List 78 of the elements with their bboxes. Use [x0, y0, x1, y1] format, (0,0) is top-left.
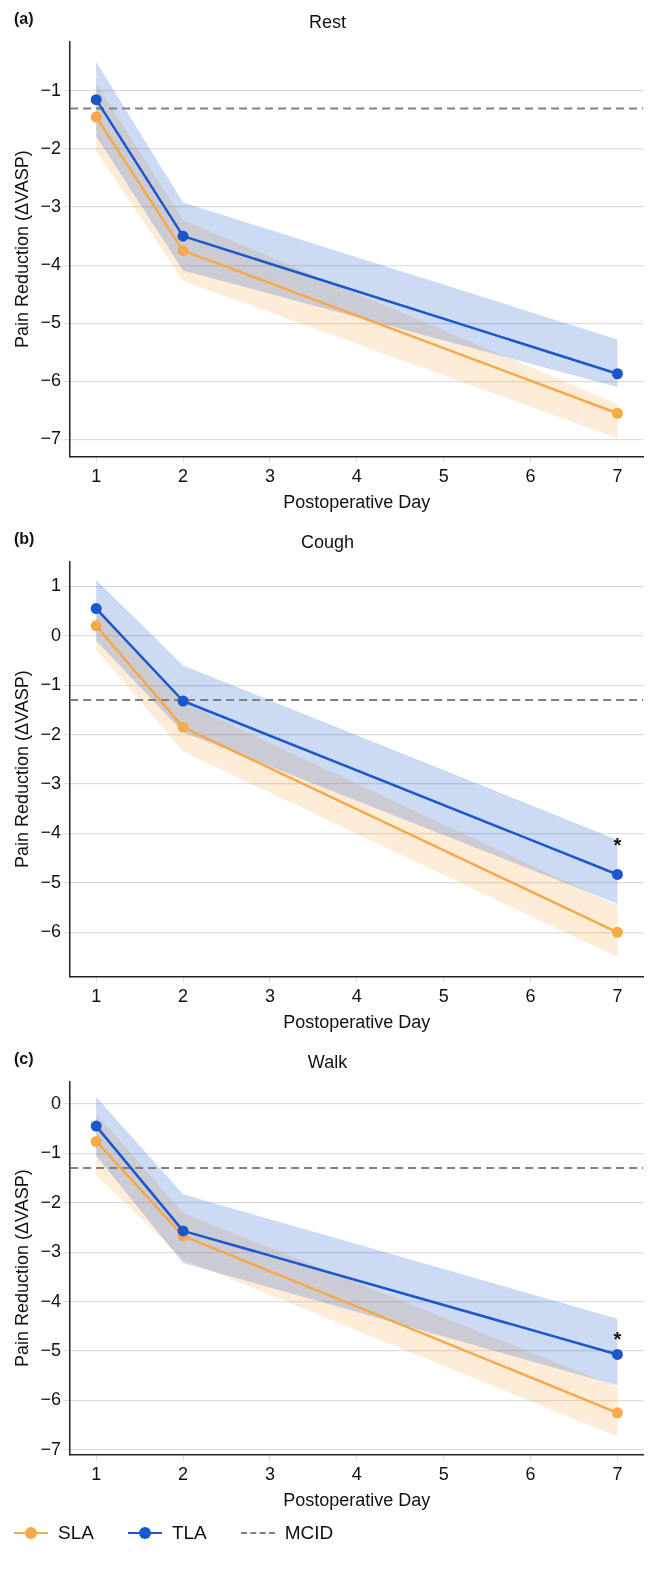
y-tick-label: −3 — [40, 773, 62, 793]
y-axis-title: Pain Reduction (ΔVASP) — [11, 670, 32, 869]
x-tick-label: 4 — [351, 465, 362, 486]
y-tick-label: −2 — [40, 723, 62, 744]
y-tick-label: −3 — [40, 196, 62, 217]
y-tick-label: −6 — [40, 921, 62, 942]
text: (c) — [14, 1050, 34, 1068]
x-tick-label: 2 — [178, 1463, 189, 1484]
x-tick-label: 3 — [264, 465, 275, 486]
text: (a) — [14, 10, 34, 28]
point — [611, 368, 623, 380]
point — [611, 868, 623, 880]
x-tick-label: 3 — [264, 985, 275, 1006]
point — [177, 1225, 189, 1237]
x-tick-label: 3 — [264, 1463, 275, 1484]
y-tick-label: −4 — [40, 822, 62, 843]
x-tick-label: 6 — [525, 1463, 536, 1484]
y-tick-label: −1 — [40, 79, 62, 100]
point — [177, 230, 189, 242]
y-tick-label: −3 — [40, 1241, 62, 1262]
y-tick-label: −6 — [40, 370, 62, 391]
y-tick-label: −1 — [40, 1142, 62, 1163]
x-tick-label: 1 — [91, 985, 102, 1006]
x-tick-label: 7 — [612, 1463, 623, 1484]
x-tick-label: 2 — [178, 985, 189, 1006]
annotation: * — [613, 1328, 622, 1351]
point — [90, 111, 102, 123]
chart-title: Cough — [300, 531, 355, 552]
x-axis-title: Postoperative Day — [283, 1490, 431, 1511]
x-tick-label: 6 — [525, 985, 536, 1006]
y-tick-label: 0 — [51, 1092, 62, 1113]
point — [611, 1407, 623, 1419]
y-tick-label: −4 — [40, 254, 62, 275]
y-tick-label: −6 — [40, 1389, 62, 1410]
legend-label: TLA — [171, 1522, 207, 1544]
x-tick-label: 5 — [438, 985, 449, 1006]
y-tick-label: 0 — [51, 624, 62, 645]
point — [90, 1120, 102, 1132]
point — [611, 926, 623, 938]
legend-label: SLA — [58, 1522, 94, 1544]
y-tick-label: −1 — [40, 674, 62, 695]
legend-label: MCID — [284, 1522, 334, 1544]
y-axis-title: Pain Reduction (ΔVASP) — [11, 150, 32, 349]
point — [611, 1348, 623, 1360]
point — [90, 1135, 102, 1147]
x-tick-label: 7 — [612, 465, 623, 486]
x-tick-label: 2 — [178, 465, 189, 486]
point — [90, 94, 102, 106]
x-axis-title: Postoperative Day — [283, 492, 431, 513]
y-tick-label: 1 — [51, 575, 62, 596]
x-tick-label: 4 — [351, 1463, 362, 1484]
y-tick-label: −5 — [40, 1339, 62, 1360]
point — [90, 620, 102, 632]
point — [177, 721, 189, 733]
y-tick-label: −2 — [40, 1191, 62, 1212]
x-tick-label: 7 — [612, 985, 623, 1006]
text: (b) — [14, 530, 35, 548]
y-tick-label: −4 — [40, 1290, 62, 1311]
chart-title: Rest — [308, 11, 347, 32]
point — [90, 603, 102, 615]
point — [177, 245, 189, 257]
y-tick-label: −5 — [40, 312, 62, 333]
y-tick-label: −5 — [40, 871, 62, 892]
x-tick-label: 5 — [438, 1463, 449, 1484]
y-tick-label: −2 — [40, 138, 62, 158]
x-tick-label: 4 — [351, 985, 362, 1006]
x-tick-label: 1 — [91, 1463, 102, 1484]
x-tick-label: 5 — [438, 465, 449, 486]
point — [611, 407, 623, 419]
x-axis-title: Postoperative Day — [283, 1012, 431, 1033]
y-tick-label: −7 — [40, 1438, 62, 1459]
y-tick-label: −7 — [40, 428, 62, 449]
y-axis-title: Pain Reduction (ΔVASP) — [11, 1169, 32, 1368]
x-tick-label: 6 — [525, 465, 536, 486]
chart-title: Walk — [307, 1051, 349, 1072]
point — [177, 695, 189, 707]
annotation: * — [613, 833, 622, 856]
x-tick-label: 1 — [91, 465, 102, 486]
